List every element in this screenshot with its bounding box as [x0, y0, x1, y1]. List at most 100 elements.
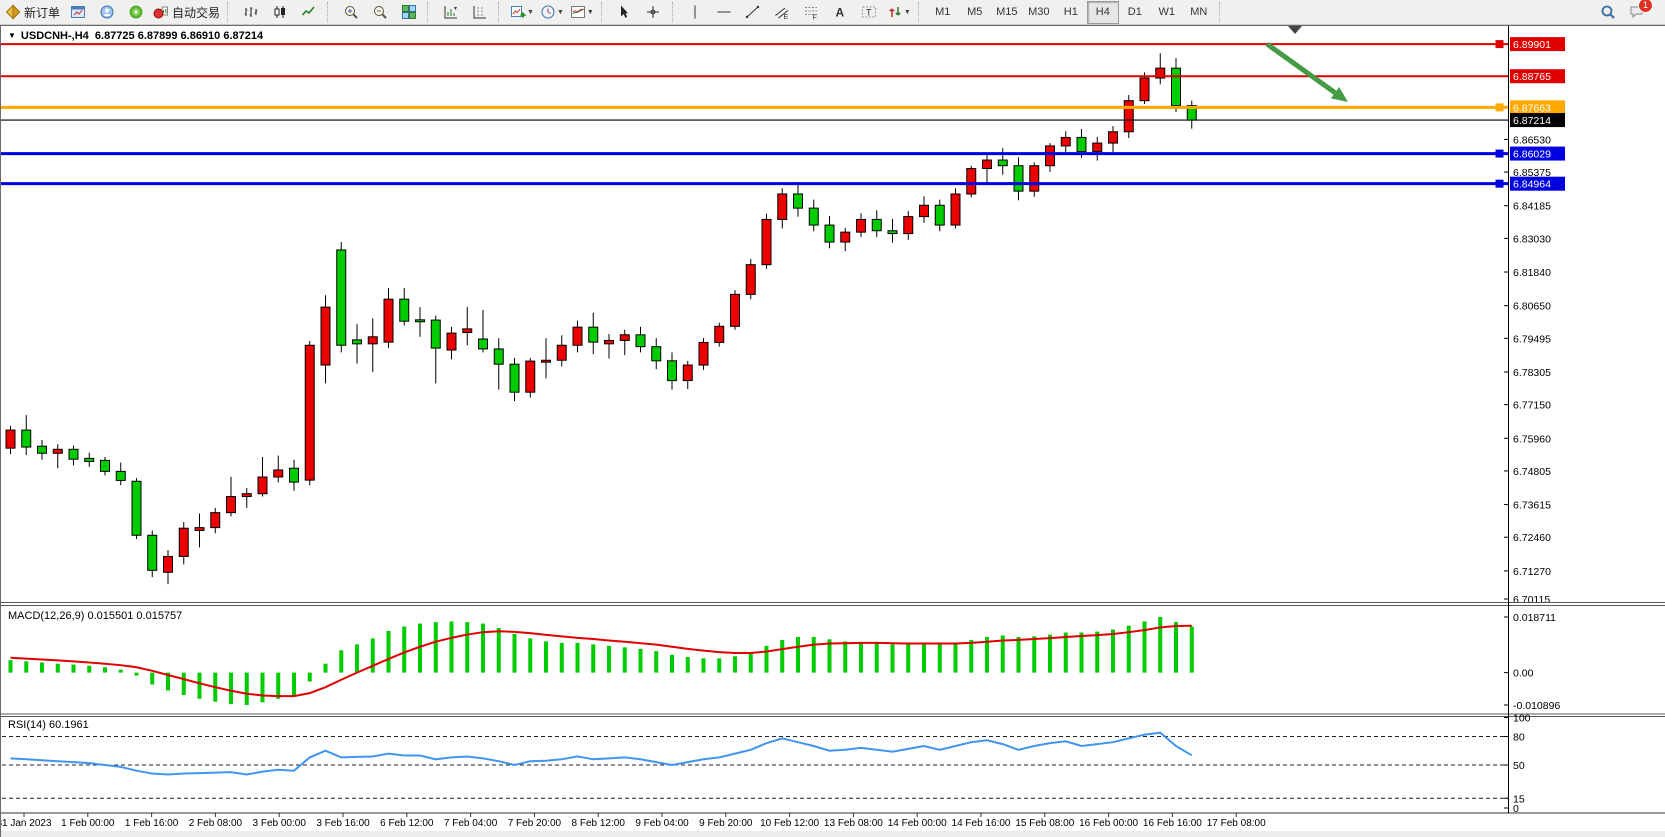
rsi-line [10, 731, 1193, 776]
new-chart-icon [511, 6, 526, 18]
new-order-button[interactable]: 新订单 [2, 1, 63, 24]
new-chart-button[interactable]: ▼ [507, 1, 537, 24]
notifications-button[interactable]: 1 [1622, 0, 1653, 24]
level-line-handle[interactable] [1495, 40, 1504, 49]
signals-button[interactable] [121, 1, 150, 24]
profile-button[interactable] [92, 1, 121, 24]
fibonacci-button[interactable]: F [797, 1, 826, 24]
candle [635, 334, 646, 348]
timeframe-button-m1[interactable]: M1 [935, 6, 951, 18]
candle [604, 339, 614, 345]
fibonacci-icon: F [805, 7, 818, 20]
price-tick-label: 6.72460 [1513, 532, 1551, 544]
chevron-down-icon[interactable]: ▼ [556, 8, 564, 16]
macd-tick-label: 0.018711 [1513, 612, 1556, 624]
tile-windows-button[interactable] [394, 1, 423, 24]
text-label-button[interactable]: T [855, 1, 884, 24]
candle [840, 231, 851, 243]
bar-chart-button[interactable] [236, 1, 265, 24]
timeframe-button-h1[interactable]: H1 [1063, 6, 1078, 18]
period-separators-button[interactable] [465, 1, 494, 24]
level-line-handle[interactable] [1495, 103, 1504, 112]
chevron-down-icon[interactable]: ▼ [527, 8, 534, 16]
search-button[interactable] [1593, 1, 1622, 24]
candle [1076, 136, 1087, 153]
rsi-pane: 100 80 50 150 [2, 713, 1531, 815]
chart-canvas[interactable]: 6.89901 6.88765 6.87663 6.86029 6.84964 6.872… [0, 25, 1665, 837]
price-tick-label: 6.80650 [1513, 301, 1551, 313]
timeframe-button-h4[interactable]: H4 [1086, 0, 1119, 24]
trendline-button[interactable] [739, 1, 768, 24]
timeframe-button-m30[interactable]: M30 [1028, 6, 1050, 18]
candle [289, 467, 299, 483]
chevron-down-icon[interactable]: ▼ [586, 8, 594, 16]
candle [777, 193, 788, 220]
candle [541, 359, 551, 363]
zoom-out-icon [373, 6, 387, 19]
price-chip [1510, 69, 1565, 84]
price-level-lines[interactable]: 6.89901 6.88765 6.87663 6.86029 6.84964 6.872… [0, 37, 1565, 191]
candle [1171, 67, 1181, 107]
candle [131, 480, 142, 536]
candle [1092, 142, 1103, 153]
candle [619, 334, 630, 341]
candle [84, 457, 95, 462]
level-line-handle[interactable] [1495, 179, 1504, 188]
zoom-out-button[interactable] [365, 1, 394, 24]
periodicity-button[interactable]: ▼ [537, 1, 567, 24]
time-tick-label: 1 Feb 00:00 [61, 818, 115, 829]
trend-arrow-annotation[interactable] [1265, 41, 1348, 102]
level-line-handle[interactable] [1495, 149, 1504, 158]
candle [982, 159, 992, 170]
auto-trading-button[interactable]: 自动交易 [150, 1, 223, 24]
line-chart-button[interactable] [294, 1, 323, 24]
candle [1108, 131, 1118, 144]
candle [210, 512, 221, 529]
hline-icon [717, 11, 731, 13]
timeframe-button-w1[interactable]: W1 [1158, 6, 1176, 18]
new-order-button-label: 新订单 [24, 5, 61, 20]
price-tick-label: 6.77150 [1513, 400, 1551, 412]
price-tick-label: 6.74805 [1513, 466, 1551, 478]
candle [273, 469, 284, 478]
time-tick-label: 1 Feb 16:00 [125, 818, 179, 829]
svg-text:T: T [866, 8, 872, 18]
arrows-icon [889, 7, 901, 17]
price-tick-label: 6.75960 [1513, 433, 1551, 445]
zoom-in-icon [344, 6, 358, 19]
timeframe-button-m15[interactable]: M15 [996, 6, 1018, 18]
candle [478, 338, 488, 350]
cursor-button[interactable] [610, 1, 639, 24]
templates-button[interactable]: ▼ [567, 1, 597, 24]
time-tick-label: 8 Feb 12:00 [572, 818, 626, 829]
chart-shift-marker[interactable] [1288, 26, 1302, 34]
time-tick-label: 14 Feb 16:00 [952, 818, 1011, 829]
collapse-triangle-icon[interactable]: ▼ [8, 31, 16, 40]
price-chip-label: 6.87214 [1513, 115, 1551, 127]
time-tick-label: 17 Feb 08:00 [1207, 818, 1266, 829]
horizontal-line-button[interactable] [710, 1, 739, 24]
indicator-window-button[interactable] [436, 1, 465, 24]
time-tick-label: 7 Feb 04:00 [444, 818, 498, 829]
candle [493, 348, 504, 365]
candlestick-chart-button[interactable] [265, 1, 294, 24]
text-button[interactable]: A [826, 1, 855, 24]
chevron-down-icon[interactable]: ▼ [903, 8, 911, 16]
vertical-line-button[interactable] [681, 1, 710, 24]
zoom-in-button[interactable] [336, 1, 365, 24]
price-axis[interactable]: 6.86530 6.85375 6.84185 6.83030 6.81840 6.806… [1504, 134, 1551, 606]
equidistant-channel-button[interactable]: E [768, 1, 797, 24]
chart-window-button[interactable] [63, 1, 92, 24]
timeframe-button-mn[interactable]: MN [1190, 6, 1208, 18]
timeframe-button-m5[interactable]: M5 [967, 6, 983, 18]
crosshair-button[interactable] [639, 1, 668, 24]
candle [761, 218, 772, 266]
arrows-button[interactable]: ▼ [884, 1, 914, 24]
timeframe-button-d1[interactable]: D1 [1127, 6, 1142, 18]
time-tick-label: 9 Feb 04:00 [635, 818, 689, 829]
time-axis[interactable]: 31 Jan 2023 1 Feb 00:00 1 Feb 16:00 2 Feb 0… [0, 812, 1665, 829]
candle [336, 249, 347, 346]
time-tick-label: 7 Feb 20:00 [508, 818, 562, 829]
time-tick-label: 14 Feb 00:00 [888, 818, 947, 829]
candle [1155, 67, 1166, 79]
